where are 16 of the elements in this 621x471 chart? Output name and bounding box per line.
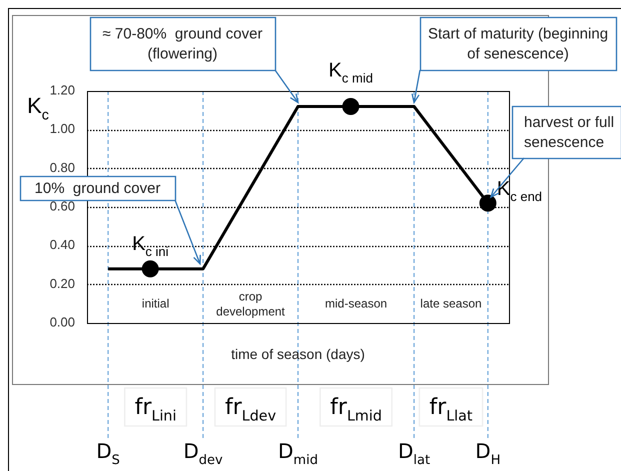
annotation: initial	[142, 296, 170, 311]
y-tick-label: 0.00	[50, 314, 75, 330]
annotation: Start of maturity (beginning of senescence)	[428, 26, 608, 62]
y-tick-label: 0.20	[50, 276, 75, 291]
annotation: harvest or full senescence	[524, 114, 614, 151]
y-tick-label: 1.00	[50, 121, 75, 136]
y-tick-label: 1.20	[50, 82, 75, 98]
y-tick-label: 0.60	[50, 198, 75, 214]
y-tick-label: 0.40	[50, 237, 75, 252]
y-tick-label: 0.80	[50, 160, 75, 175]
annotation: late season	[420, 296, 482, 311]
annotation: crop development	[216, 290, 286, 319]
annotation: ≈ 70-80% ground cover (flowering)	[102, 26, 262, 62]
annotation: 10% ground cover	[34, 180, 160, 197]
annotation: mid-season	[325, 296, 388, 311]
x-axis-title: time of season (days)	[231, 346, 365, 362]
